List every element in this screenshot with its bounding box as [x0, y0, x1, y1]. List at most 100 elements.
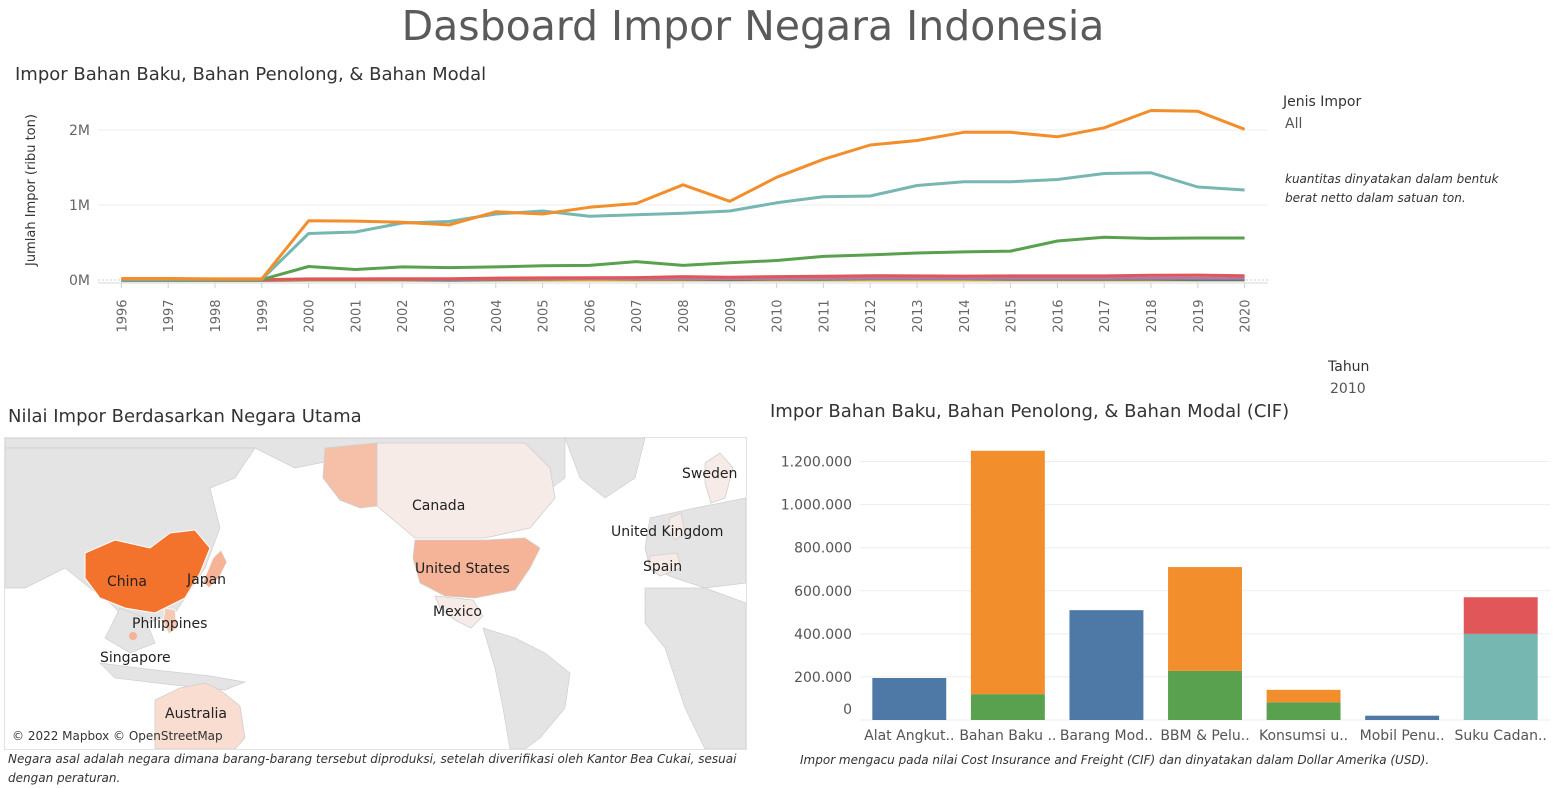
line-ytick-label: 2M: [69, 123, 90, 139]
singapore-shape: [129, 632, 137, 640]
line-chart[interactable]: 0M 1M 2M Jumlah Impor (ribu ton) 1996 1997 199…: [0, 90, 1280, 340]
line-xtick-label: 2008: [677, 299, 692, 332]
line-xtick-label: 2017: [1098, 299, 1113, 332]
japan-shape: [202, 549, 228, 589]
bar-chart-title: Impor Bahan Baku, Bahan Penolong, & Baha…: [770, 401, 1290, 422]
world-map[interactable]: China Japan Philippines Singapore Austra…: [4, 437, 747, 750]
china-shape: [84, 529, 211, 614]
bar-ytick-label: 800.000: [794, 541, 852, 557]
map-label-sweden: Sweden: [682, 466, 737, 482]
line-xtick-label: 1999: [256, 299, 271, 332]
line-xtick-label: 2000: [303, 299, 318, 332]
line-y-axis-label: Jumlah Impor (ribu ton): [24, 114, 39, 267]
line-chart-title: Impor Bahan Baku, Bahan Penolong, & Baha…: [15, 64, 487, 85]
bar-category-label: Bahan Baku ..: [959, 728, 1056, 744]
line-xtick-label: 2002: [396, 299, 411, 332]
map-label-japan: Japan: [186, 572, 226, 588]
indonesia-land: [99, 662, 247, 691]
map-label-philippines: Philippines: [132, 616, 207, 632]
bar-category-label: Suku Cadan..: [1455, 728, 1547, 744]
bar-category-label: BBM & Pelu..: [1160, 728, 1249, 744]
map-label-united-states: United States: [415, 561, 510, 577]
line-series-orange: [121, 109, 1246, 281]
southeast-asia-land: [104, 607, 156, 654]
bar-segment-green: [970, 694, 1045, 720]
line-series-red: [121, 273, 1245, 282]
bar-segment-red: [1463, 597, 1538, 634]
philippines-shape: [162, 607, 178, 635]
alaska-shape: [322, 442, 378, 509]
south-america-land: [482, 627, 571, 749]
line-xtick-label: 1997: [162, 299, 177, 332]
map-note: Negara asal adalah negara dimana barang-…: [8, 752, 737, 785]
line-xtick-label: 2019: [1192, 299, 1207, 332]
line-xtick-label: 2015: [1005, 299, 1020, 332]
bar-category-label: Mobil Penu..: [1360, 728, 1445, 744]
legend-title: Jenis Impor: [1283, 94, 1362, 110]
line-xtick-label: 2004: [490, 299, 505, 332]
bar-category-label: Konsumsi u..: [1259, 728, 1348, 744]
bar-segment-orange: [1168, 567, 1242, 671]
bar-ytick-label: 400.000: [794, 627, 852, 643]
map-label-canada: Canada: [412, 498, 465, 514]
bar-segment-blue: [1365, 715, 1440, 720]
bar-category-label: Barang Mod..: [1060, 728, 1153, 744]
line-chart-note: kuantitas dinyatakan dalam bentuk berat …: [1285, 172, 1499, 205]
dashboard-title: Dasboard Impor Negara Indonesia: [401, 2, 1105, 50]
line-xtick-label: 2001: [349, 299, 364, 332]
greenland-land: [564, 438, 646, 499]
map-label-spain: Spain: [643, 559, 682, 575]
line-series-teal: [121, 171, 1245, 281]
bar-category-label: Alat Angkut..: [864, 728, 954, 744]
map-label-mexico: Mexico: [433, 604, 482, 620]
bar-segment-green: [1168, 670, 1242, 720]
line-ytick-label: 0M: [69, 273, 90, 289]
bar-ytick-label: 600.000: [794, 584, 852, 600]
africa-land: [644, 587, 746, 749]
line-xtick-label: 2009: [724, 299, 739, 332]
line-xtick-label: 2011: [817, 299, 832, 332]
bar-chart[interactable]: 0 200.000 400.000 600.000 800.000 1.000.000 1.…: [760, 430, 1560, 750]
line-ytick-label: 1M: [69, 198, 90, 214]
line-xtick-label: 1998: [209, 299, 224, 332]
line-xtick-label: 1996: [115, 299, 130, 332]
line-xtick-label: 2010: [771, 299, 786, 332]
spain-shape: [648, 552, 682, 577]
usa-shape: [412, 537, 541, 599]
line-xtick-label: 2007: [630, 299, 645, 332]
line-xtick-label: 2016: [1051, 299, 1066, 332]
bar-segment-teal: [1463, 633, 1538, 720]
bar-chart-note: Impor mengacu pada nilai Cost Insurance …: [800, 753, 1430, 767]
map-label-singapore: Singapore: [100, 650, 171, 666]
legend-filter-value[interactable]: All: [1285, 116, 1303, 132]
sweden-shape: [704, 452, 734, 504]
canada-shape: [376, 442, 556, 539]
year-filter-value[interactable]: 2010: [1330, 381, 1366, 397]
bar-segment-green: [1266, 702, 1341, 720]
line-series-green: [121, 235, 1245, 282]
australia-shape: [154, 682, 246, 749]
line-xtick-label: 2012: [864, 299, 879, 332]
map-attribution: © 2022 Mapbox © OpenStreetMap: [12, 729, 223, 743]
bar-ytick-label: 0: [843, 702, 852, 718]
line-xtick-label: 2020: [1239, 299, 1254, 332]
line-xtick-label: 2005: [537, 299, 552, 332]
bar-segment-blue: [872, 678, 947, 720]
bar-segment-orange: [1266, 689, 1341, 703]
mexico-shape: [434, 595, 484, 629]
line-xtick-label: 2006: [583, 299, 598, 332]
map-title: Nilai Impor Berdasarkan Negara Utama: [8, 406, 362, 427]
bar-ytick-label: 200.000: [794, 670, 852, 686]
bar-ytick-label: 1.200.000: [781, 455, 852, 471]
year-filter-title: Tahun: [1328, 359, 1370, 375]
line-xtick-label: 2003: [443, 299, 458, 332]
map-label-australia: Australia: [165, 706, 227, 722]
line-xtick-label: 2013: [911, 299, 926, 332]
line-xtick-label: 2018: [1145, 299, 1160, 332]
bar-segment-blue: [1069, 610, 1144, 720]
bar-segment-orange: [970, 450, 1045, 695]
line-xtick-label: 2014: [958, 299, 973, 332]
map-label-china: China: [107, 574, 147, 590]
uk-shape: [666, 512, 686, 541]
map-label-united-kingdom: United Kingdom: [611, 524, 723, 540]
